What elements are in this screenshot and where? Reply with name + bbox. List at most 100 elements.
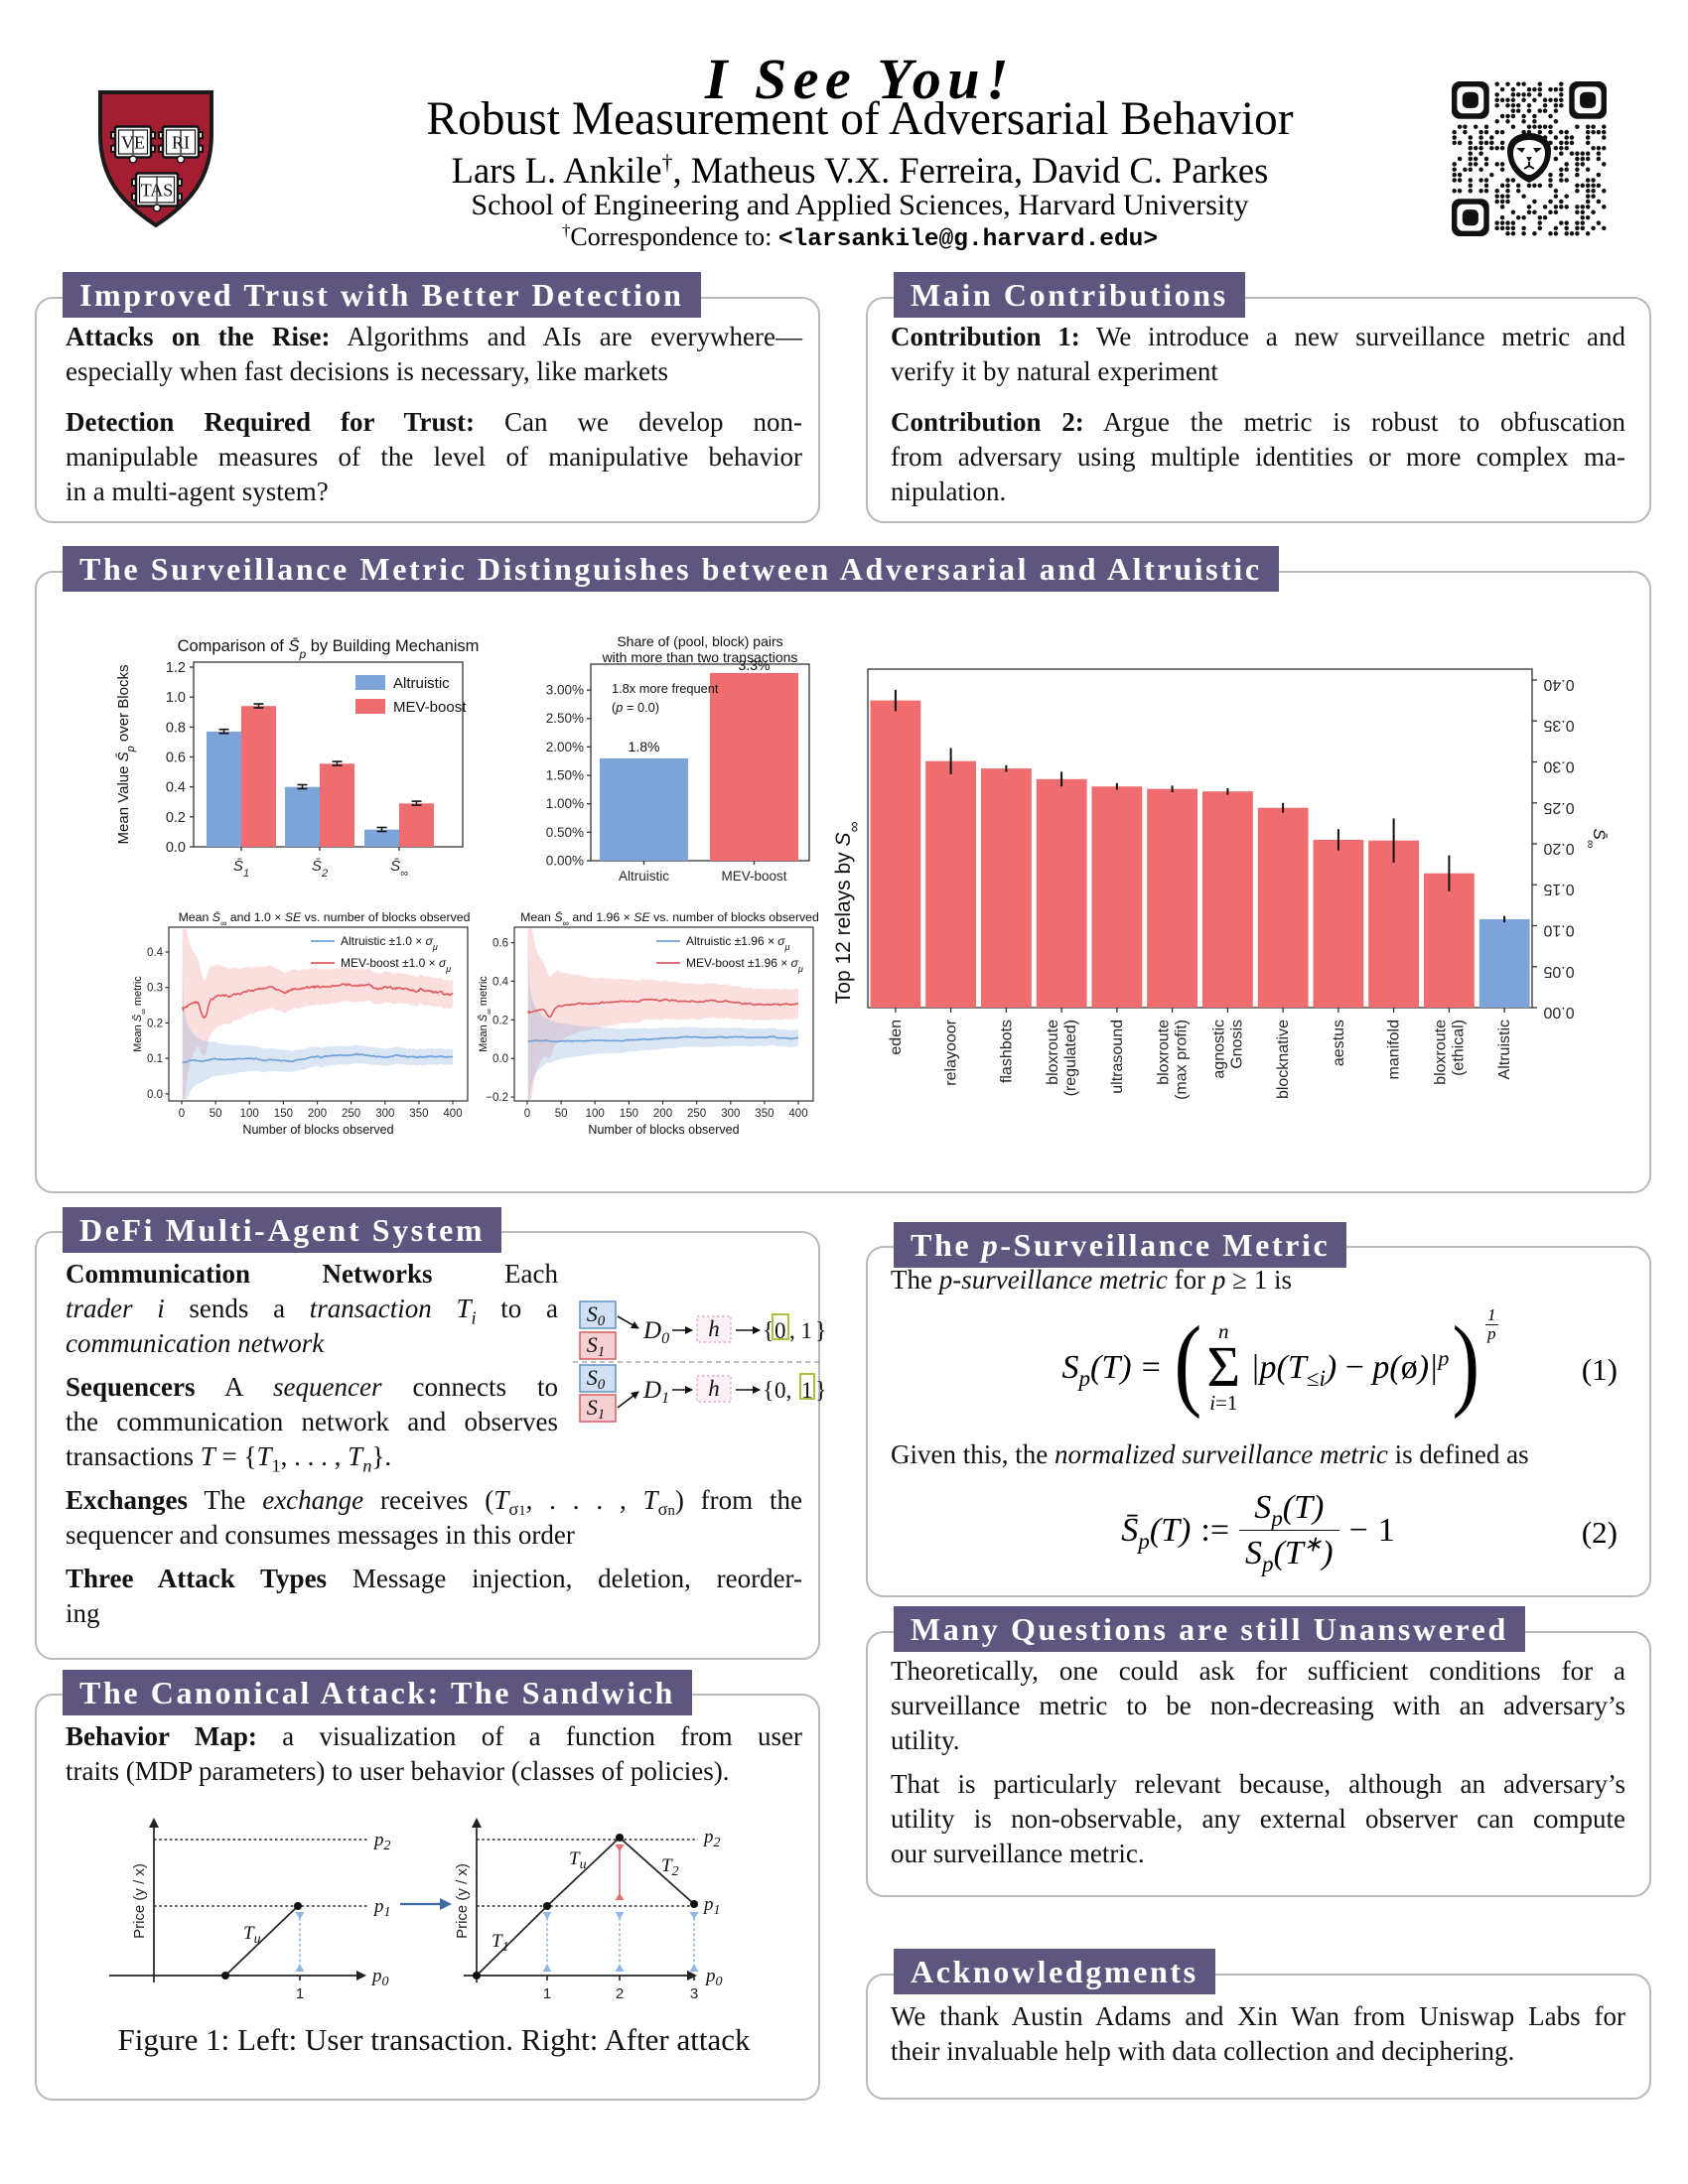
svg-text:MEV-boost ±1.96 × σμ: MEV-boost ±1.96 × σμ [686, 956, 803, 974]
svg-text:Price (y / x): Price (y / x) [454, 1863, 471, 1939]
svg-text:relayooor: relayooor [943, 1019, 960, 1085]
svg-text:−0.2: −0.2 [486, 1092, 508, 1104]
svg-text:0.4: 0.4 [166, 780, 186, 796]
svg-text:(regulated): (regulated) [1062, 1020, 1079, 1096]
svg-text:3.00%: 3.00% [546, 683, 584, 698]
svg-text:0.25: 0.25 [1543, 799, 1574, 816]
svg-text:agnostic: agnostic [1210, 1020, 1227, 1079]
svg-text:VE: VE [121, 132, 145, 152]
svg-text:Altruistic: Altruistic [1496, 1020, 1513, 1079]
svg-text:with more than two transaction: with more than two transactions [602, 649, 798, 665]
svg-text:MEV-boost: MEV-boost [721, 869, 786, 884]
svg-text:2.50%: 2.50% [546, 711, 584, 726]
svg-text:100: 100 [586, 1108, 605, 1120]
svg-text:200: 200 [308, 1108, 327, 1120]
svg-text:MEV-boost: MEV-boost [393, 699, 467, 716]
svg-text:bloxroute: bloxroute [1432, 1020, 1449, 1085]
svg-text:{: { [763, 1318, 774, 1344]
svg-text:400: 400 [443, 1108, 462, 1120]
svg-text:Mean S̄∞ and 1.0 × SE vs. numb: Mean S̄∞ and 1.0 × SE vs. number of bloc… [179, 911, 471, 928]
svg-text:manifold: manifold [1386, 1020, 1403, 1079]
svg-text:0.4: 0.4 [147, 947, 164, 959]
svg-text:D0: D0 [642, 1317, 669, 1347]
svg-text:50: 50 [555, 1108, 568, 1120]
svg-text:150: 150 [274, 1108, 293, 1120]
svg-text:1: 1 [801, 1378, 813, 1403]
svg-text:0.05: 0.05 [1543, 963, 1574, 980]
svg-text:TAS: TAS [141, 180, 174, 200]
svg-text:1.8x more frequent: 1.8x more frequent [612, 681, 719, 696]
svg-text:S̄2: S̄2 [312, 858, 328, 880]
svg-text:S̄1: S̄1 [233, 858, 249, 880]
svg-text:0.0: 0.0 [492, 1053, 508, 1065]
svg-text:350: 350 [409, 1108, 428, 1120]
svg-text:Mean S̄∞ metric: Mean S̄∞ metric [477, 976, 492, 1052]
svg-text:200: 200 [653, 1108, 672, 1120]
svg-text:3.3%: 3.3% [739, 657, 771, 673]
svg-text:Mean Value S̄p over Blocks: Mean Value S̄p over Blocks [115, 665, 137, 845]
svg-text:1: 1 [296, 1985, 304, 2002]
svg-text:100: 100 [240, 1108, 259, 1120]
svg-text:h: h [708, 1316, 720, 1341]
svg-text:3: 3 [690, 1985, 698, 2002]
svg-text:bloxroute: bloxroute [1045, 1020, 1061, 1085]
svg-text:{: { [763, 1378, 774, 1404]
svg-text:(ethical): (ethical) [1450, 1020, 1467, 1076]
svg-text:0.0: 0.0 [147, 1089, 163, 1101]
svg-text:0.20: 0.20 [1543, 840, 1574, 857]
svg-text:0.00%: 0.00% [546, 854, 584, 869]
svg-text:Price (y / x): Price (y / x) [131, 1863, 148, 1939]
svg-text:T1: T1 [492, 1931, 509, 1955]
svg-text:0.6: 0.6 [492, 938, 508, 950]
svg-text:0.35: 0.35 [1543, 717, 1574, 734]
svg-text:2: 2 [616, 1985, 624, 2002]
svg-text:h: h [708, 1376, 720, 1401]
svg-text:1.8%: 1.8% [629, 739, 660, 754]
svg-text:Tu: Tu [569, 1848, 587, 1872]
svg-text:0.1: 0.1 [147, 1053, 163, 1065]
svg-text:400: 400 [788, 1108, 807, 1120]
svg-text:Altruistic ±1.0 × σμ: Altruistic ±1.0 × σμ [341, 934, 438, 952]
svg-text:blocknative: blocknative [1275, 1020, 1292, 1099]
svg-text:RI: RI [172, 132, 190, 152]
svg-text:p1: p1 [702, 1894, 721, 1918]
svg-text:1.50%: 1.50% [546, 768, 584, 783]
svg-text:bloxroute: bloxroute [1156, 1020, 1173, 1085]
svg-text:(max profit): (max profit) [1174, 1020, 1191, 1100]
svg-text:300: 300 [721, 1108, 740, 1120]
svg-text:0.3: 0.3 [147, 983, 163, 995]
svg-text:Number of blocks observed: Number of blocks observed [242, 1123, 393, 1137]
svg-text:0.10: 0.10 [1543, 922, 1574, 939]
svg-text:0: 0 [179, 1108, 185, 1120]
svg-text:0.0: 0.0 [166, 840, 186, 856]
svg-text:2.00%: 2.00% [546, 740, 584, 754]
svg-text:150: 150 [620, 1108, 638, 1120]
svg-text:Mean S̄∞ metric: Mean S̄∞ metric [131, 976, 147, 1052]
svg-text:ultrasound: ultrasound [1109, 1020, 1126, 1094]
svg-text:0.50%: 0.50% [546, 825, 584, 840]
svg-text:300: 300 [375, 1108, 394, 1120]
svg-text:0.2: 0.2 [166, 810, 186, 826]
svg-text:0.4: 0.4 [492, 976, 509, 988]
svg-text:eden: eden [888, 1020, 905, 1055]
svg-text:350: 350 [755, 1108, 774, 1120]
svg-text:0: 0 [774, 1318, 786, 1343]
svg-text:0.30: 0.30 [1543, 758, 1574, 775]
svg-text:0.6: 0.6 [166, 751, 186, 766]
svg-text:0.40: 0.40 [1543, 676, 1574, 693]
svg-text:1: 1 [543, 1985, 551, 2002]
svg-text:Altruistic ±1.96 × σμ: Altruistic ±1.96 × σμ [686, 934, 790, 952]
svg-text:p2: p2 [702, 1827, 721, 1850]
svg-text:1.2: 1.2 [166, 660, 186, 676]
svg-text:0,: 0, [774, 1378, 791, 1403]
svg-text:0.15: 0.15 [1543, 881, 1574, 897]
svg-text:0.00: 0.00 [1543, 1004, 1574, 1021]
svg-text:D1: D1 [642, 1377, 669, 1407]
svg-text:flashbots: flashbots [998, 1020, 1015, 1083]
svg-text:1.00%: 1.00% [546, 796, 584, 811]
svg-text:}: } [815, 1378, 827, 1404]
svg-text:Mean S̄∞ and 1.96 × SE vs. num: Mean S̄∞ and 1.96 × SE vs. number of blo… [520, 911, 819, 928]
svg-text:0: 0 [524, 1108, 530, 1120]
svg-text:Gnosis: Gnosis [1228, 1020, 1245, 1069]
svg-text:Altruistic: Altruistic [393, 675, 450, 692]
